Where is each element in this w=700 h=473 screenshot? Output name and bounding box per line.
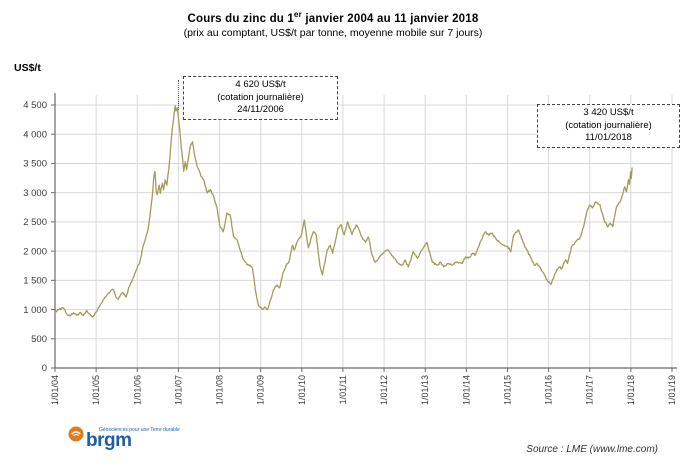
x-tick-label: 1/01/07 xyxy=(173,375,183,405)
y-tick-label: 4 000 xyxy=(23,129,47,140)
chart-title-superscript: er xyxy=(294,10,302,19)
x-tick-label: 1/01/11 xyxy=(338,375,348,404)
x-tick-label: 1/01/14 xyxy=(461,375,471,405)
source-text: Source : LME (www.lme.com) xyxy=(526,444,658,455)
y-tick-label: 1 500 xyxy=(23,276,47,287)
y-tick-label: 1 000 xyxy=(23,305,47,316)
zinc-price-line-series xyxy=(54,104,633,318)
x-tick-label: 1/01/16 xyxy=(544,375,554,405)
annotation-2018-note: (cotation journalière) xyxy=(565,119,652,131)
annotation-2006-connector-line xyxy=(178,80,179,110)
brgm-logo-wordmark: brgm xyxy=(86,430,132,451)
x-tick-label: 1/01/19 xyxy=(667,375,677,405)
x-tick-label: 1/01/08 xyxy=(215,375,225,405)
x-tick-label: 1/01/10 xyxy=(297,375,307,405)
y-axis-unit-label: US$/t xyxy=(14,62,41,74)
chart-title-text: Cours du zinc du 1 xyxy=(187,12,295,25)
x-tick-label: 1/01/18 xyxy=(626,375,636,405)
x-tick-label: 1/01/13 xyxy=(420,375,430,405)
annotation-2018-date: 11/01/2018 xyxy=(585,132,632,143)
y-tick-label: 4 500 xyxy=(23,100,47,111)
chart-title-text-2: janvier 2004 au 11 janvier 2018 xyxy=(301,12,479,25)
x-tick-label: 1/01/12 xyxy=(379,375,389,405)
annotation-2018-latest: 3 420 US$/t (cotation journalière) 11/01… xyxy=(537,104,680,148)
y-tick-label: 3 500 xyxy=(23,159,47,170)
x-tick-label: 1/01/15 xyxy=(502,375,512,405)
chart-title: Cours du zinc du 1er janvier 2004 au 11 … xyxy=(0,10,666,25)
annotation-2006-date: 24/11/2006 xyxy=(237,104,284,115)
y-tick-label: 500 xyxy=(31,334,47,345)
annotation-2006-peak: 4 620 US$/t (cotation journalière) 24/11… xyxy=(183,76,338,120)
x-tick-label: 1/01/17 xyxy=(585,375,595,405)
y-tick-label: 3 000 xyxy=(23,188,47,199)
x-tick-label: 1/01/05 xyxy=(91,375,101,405)
y-tick-label: 2 500 xyxy=(23,217,47,228)
y-tick-label: 0 xyxy=(42,363,47,374)
annotation-2018-value: 3 420 US$/t xyxy=(583,107,634,118)
annotation-2006-note: (cotation journalière) xyxy=(217,91,304,103)
brgm-logo-tagline: Géosciences pour une Terre durable xyxy=(99,427,180,433)
x-tick-label: 1/01/04 xyxy=(50,375,60,405)
brgm-logo-icon xyxy=(68,426,84,442)
y-tick-label: 2 000 xyxy=(23,246,47,257)
brgm-logo: Géosciences pour une Terre durable brgm xyxy=(68,424,198,462)
x-tick-label: 1/01/06 xyxy=(132,375,142,405)
chart-subtitle: (prix au comptant, US$/t par tonne, moye… xyxy=(183,27,483,39)
annotation-2006-value: 4 620 US$/t xyxy=(235,79,286,90)
x-tick-label: 1/01/09 xyxy=(256,375,266,405)
